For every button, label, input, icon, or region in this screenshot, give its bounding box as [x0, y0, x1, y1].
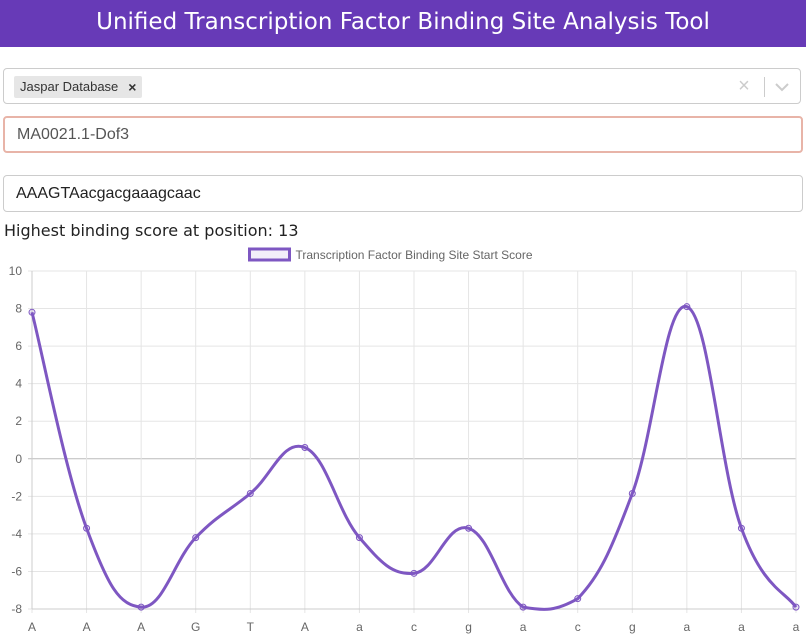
y-tick-label: -2: [11, 489, 22, 503]
data-point: [628, 490, 636, 498]
data-point: [192, 534, 200, 542]
data-point: [465, 524, 473, 532]
x-tick-label: g: [629, 620, 636, 634]
result-text: Highest binding score at position: 13: [4, 221, 299, 240]
x-tick-label: a: [793, 620, 800, 634]
selected-database-tag: Jaspar Database ×: [14, 76, 143, 98]
series-line: [30, 305, 798, 611]
app-header: Unified Transcription Factor Binding Sit…: [0, 0, 806, 47]
remove-tag-icon[interactable]: ×: [128, 79, 137, 95]
sequence-input[interactable]: [3, 175, 803, 212]
y-tick-label: -8: [11, 602, 22, 616]
x-tick-label: a: [356, 620, 363, 634]
x-tick-label: c: [411, 620, 417, 634]
y-tick-label: 10: [9, 264, 23, 278]
legend-swatch: [248, 247, 291, 262]
data-point: [792, 603, 800, 611]
y-tick-label: 0: [15, 452, 22, 466]
database-select[interactable]: Jaspar Database × ×: [3, 68, 801, 104]
data-point: [137, 603, 145, 611]
x-tick-label: a: [738, 620, 745, 634]
chevron-down-icon[interactable]: [772, 77, 792, 97]
data-point: [28, 308, 36, 316]
x-tick-label: T: [247, 620, 255, 634]
data-point: [83, 524, 91, 532]
data-point: [574, 595, 582, 603]
x-tick-label: a: [520, 620, 527, 634]
x-tick-label: A: [28, 620, 36, 634]
x-tick-label: a: [684, 620, 691, 634]
x-tick-label: g: [465, 620, 472, 634]
x-tick-label: A: [83, 620, 91, 634]
data-point: [519, 603, 527, 611]
legend-label: Transcription Factor Binding Site Start …: [296, 248, 533, 262]
y-tick-label: 4: [15, 377, 22, 391]
data-point: [683, 303, 691, 311]
data-point: [410, 569, 418, 577]
data-point: [246, 490, 254, 498]
transcription-factor-input[interactable]: [3, 116, 803, 153]
y-tick-label: -6: [11, 564, 22, 578]
y-tick-label: 6: [15, 339, 22, 353]
selected-database-label: Jaspar Database: [20, 79, 119, 94]
x-tick-label: A: [301, 620, 309, 634]
y-tick-label: 2: [15, 414, 22, 428]
x-tick-label: A: [137, 620, 145, 634]
clear-icon[interactable]: ×: [738, 75, 750, 97]
y-tick-label: -4: [11, 527, 22, 541]
x-tick-label: G: [191, 620, 200, 634]
app-title: Unified Transcription Factor Binding Sit…: [96, 9, 710, 35]
select-separator: [764, 77, 765, 97]
y-tick-label: 8: [15, 302, 22, 316]
data-point: [301, 444, 309, 452]
data-point: [737, 524, 745, 532]
x-tick-label: c: [575, 620, 581, 634]
data-point: [355, 534, 363, 542]
